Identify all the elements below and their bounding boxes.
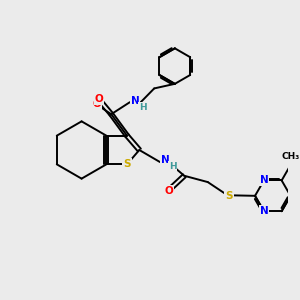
Text: N: N	[260, 176, 268, 185]
Text: N: N	[161, 155, 170, 165]
Text: O: O	[94, 94, 103, 104]
Text: H: H	[139, 103, 147, 112]
Text: N: N	[260, 206, 268, 216]
Text: H: H	[169, 162, 177, 171]
Text: O: O	[93, 99, 101, 109]
Text: O: O	[165, 186, 173, 196]
Text: CH₃: CH₃	[282, 152, 300, 161]
Text: N: N	[130, 96, 140, 106]
Text: S: S	[225, 191, 233, 201]
Text: S: S	[123, 159, 131, 169]
